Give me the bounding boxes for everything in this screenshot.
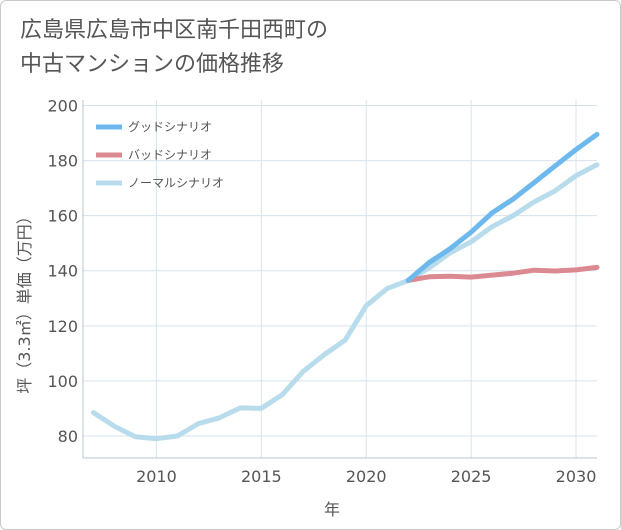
y-tick-label-180: 180 <box>47 152 78 171</box>
x-tick-label-2010: 2010 <box>136 467 177 486</box>
x-tick-label-2015: 2015 <box>241 467 282 486</box>
legend-label-1: バッドシナリオ <box>128 148 212 162</box>
series-line-1 <box>405 264 600 283</box>
title-line-2: 中古マンションの価格推移 <box>20 52 285 77</box>
legend-label-2: ノーマルシナリオ <box>128 176 224 190</box>
y-tick-label-200: 200 <box>47 97 78 116</box>
chart-title: 広島県広島市中区南千田西町の 中古マンションの価格推移 <box>20 14 580 82</box>
y-tick-label-160: 160 <box>47 207 78 226</box>
x-tick-label-2020: 2020 <box>346 467 387 486</box>
grid <box>83 100 597 458</box>
x-tick-label-2025: 2025 <box>451 467 492 486</box>
y-tick-label-140: 140 <box>47 262 78 281</box>
y-tick-label-120: 120 <box>47 317 78 336</box>
series-line-2 <box>91 162 600 442</box>
x-tick-label-2030: 2030 <box>556 467 597 486</box>
series-line-0 <box>405 131 600 283</box>
y-tick-label-100: 100 <box>47 372 78 391</box>
legend-label-0: グッドシナリオ <box>128 120 212 134</box>
series-lines <box>91 131 600 442</box>
axes: 80 100 120 140 160 180 200 2010 2015 2020 2025 2030 <box>47 97 597 486</box>
y-tick-label-80: 80 <box>58 427 78 446</box>
y-axis-label: 坪（3.3㎡）単価（万円） <box>15 208 34 393</box>
title-line-1: 広島県広島市中区南千田西町の <box>20 18 329 43</box>
x-axis-label: 年 <box>324 500 340 519</box>
